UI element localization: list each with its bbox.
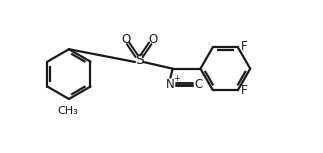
Text: C: C — [194, 78, 203, 91]
Text: O: O — [148, 34, 157, 47]
Text: F: F — [241, 84, 248, 97]
Text: F: F — [241, 40, 248, 53]
Text: ⁻: ⁻ — [201, 74, 207, 84]
Text: N: N — [166, 78, 175, 91]
Text: +: + — [173, 74, 180, 83]
Text: S: S — [135, 53, 143, 67]
Text: CH₃: CH₃ — [57, 106, 78, 116]
Text: O: O — [121, 34, 130, 47]
